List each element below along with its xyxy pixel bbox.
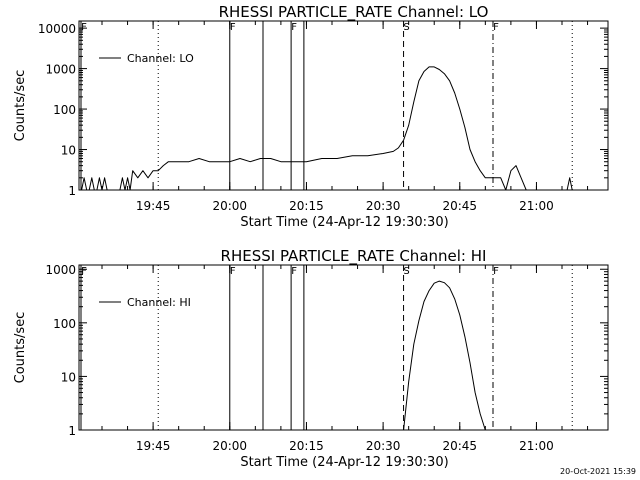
y-tick-label: 1000 (45, 263, 76, 277)
x-tick-label: 21:00 (519, 439, 554, 453)
x-axis-label: Start Time (24-Apr-12 19:30:30) (240, 215, 448, 230)
chart-panel-hi: RHESSI PARTICLE_RATE Channel: HI Counts/s… (13, 247, 609, 470)
event-marker-label: S (403, 22, 409, 33)
x-tick-label: 19:45 (136, 199, 171, 213)
x-tick-label: 20:00 (212, 199, 247, 213)
x-tick-label: 20:45 (442, 199, 477, 213)
legend-label: Channel: HI (127, 296, 191, 309)
series-line-lo (81, 66, 573, 191)
chart-title: RHESSI PARTICLE_RATE Channel: LO (219, 3, 489, 22)
y-tick-label: 1000 (45, 63, 76, 77)
x-axis-label: Start Time (24-Apr-12 19:30:30) (240, 455, 448, 470)
event-marker-label: F (81, 266, 87, 277)
event-marker-label: F (291, 266, 297, 277)
y-tick-label: 100 (53, 317, 76, 331)
event-marker-label: F (493, 266, 499, 277)
x-tick-label: 20:15 (289, 199, 324, 213)
event-marker-label: F (230, 22, 236, 33)
event-marker-label: F (81, 22, 87, 33)
x-tick-label: 20:00 (212, 439, 247, 453)
x-tick-label: 19:45 (136, 439, 171, 453)
y-tick-label: 1 (68, 424, 76, 438)
y-axis-label: Counts/sec (13, 312, 28, 384)
y-tick-label: 1 (68, 184, 76, 198)
plot-frame (78, 20, 609, 191)
event-marker-label: F (493, 22, 499, 33)
y-tick-label: 10 (61, 144, 76, 158)
x-tick-label: 20:15 (289, 439, 324, 453)
x-tick-label: 20:30 (366, 439, 401, 453)
event-marker-label: F (230, 266, 236, 277)
event-marker-label: F (291, 22, 297, 33)
series-line-hi (403, 280, 486, 431)
x-tick-label: 20:45 (442, 439, 477, 453)
y-axis-label: Counts/sec (13, 70, 28, 142)
x-tick-label: 21:00 (519, 199, 554, 213)
y-tick-label: 10000 (38, 22, 76, 36)
generated-timestamp: 20-Oct-2021 15:39 (560, 467, 636, 476)
event-marker-label: S (403, 266, 409, 277)
y-tick-label: 100 (53, 103, 76, 117)
y-tick-label: 10 (61, 370, 76, 384)
chart-panel-lo: RHESSI PARTICLE_RATE Channel: LO Counts/s… (13, 3, 609, 230)
legend-label: Channel: LO (127, 52, 194, 65)
chart-title: RHESSI PARTICLE_RATE Channel: HI (221, 247, 487, 266)
plot-frame (78, 264, 609, 431)
x-tick-label: 20:30 (366, 199, 401, 213)
